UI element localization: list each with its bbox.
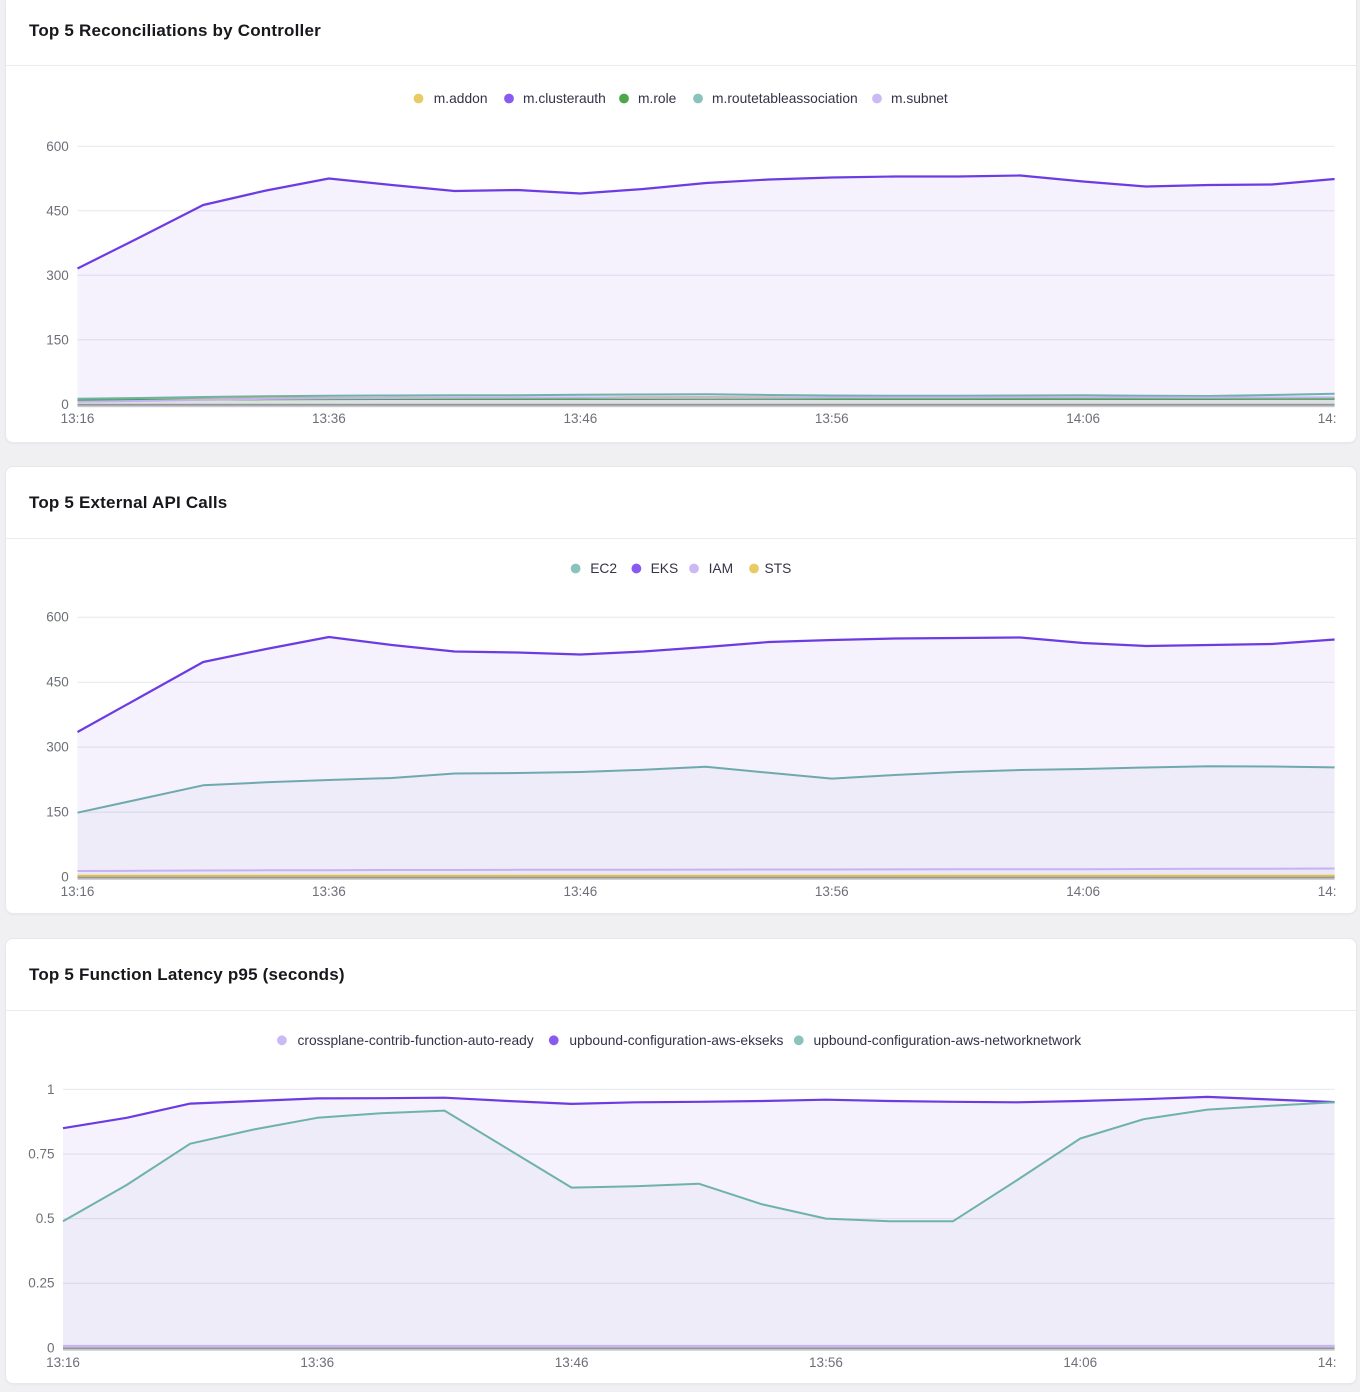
svg-text:13:56: 13:56 [809, 1355, 843, 1370]
svg-text:13:36: 13:36 [300, 1355, 334, 1370]
svg-text:IAM: IAM [709, 561, 734, 576]
svg-text:0: 0 [61, 870, 69, 885]
svg-text:crossplane-contrib-function-au: crossplane-contrib-function-auto-ready [298, 1033, 534, 1048]
svg-text:0: 0 [47, 1340, 55, 1355]
svg-text:upbound-configuration-aws-ekse: upbound-configuration-aws-ekseks [569, 1033, 783, 1048]
svg-text:13:46: 13:46 [563, 411, 597, 426]
svg-text:13:36: 13:36 [312, 411, 346, 426]
svg-text:13:36: 13:36 [312, 884, 346, 899]
svg-text:EKS: EKS [651, 561, 679, 576]
svg-text:13:56: 13:56 [815, 884, 849, 899]
svg-text:m.clusterauth: m.clusterauth [523, 91, 606, 106]
svg-text:600: 600 [46, 139, 69, 154]
svg-text:EC2: EC2 [590, 561, 617, 576]
svg-text:300: 300 [46, 268, 69, 283]
svg-text:0.25: 0.25 [28, 1276, 54, 1291]
svg-text:450: 450 [46, 203, 69, 218]
svg-text:14:16: 14:16 [1318, 884, 1352, 899]
svg-text:150: 150 [46, 332, 69, 347]
svg-text:0.5: 0.5 [36, 1211, 55, 1226]
svg-text:upbound-configuration-aws-netw: upbound-configuration-aws-networknetwork [814, 1033, 1082, 1048]
svg-text:m.subnet: m.subnet [891, 91, 948, 106]
svg-text:1: 1 [47, 1082, 55, 1097]
svg-text:600: 600 [46, 610, 69, 625]
svg-text:13:46: 13:46 [563, 884, 597, 899]
svg-text:0.75: 0.75 [28, 1147, 54, 1162]
svg-text:150: 150 [46, 805, 69, 820]
svg-text:13:16: 13:16 [61, 884, 95, 899]
svg-text:14:06: 14:06 [1066, 411, 1100, 426]
svg-text:14:06: 14:06 [1066, 884, 1100, 899]
svg-text:m.addon: m.addon [434, 91, 488, 106]
svg-text:m.routetableassociation: m.routetableassociation [712, 91, 858, 106]
svg-text:13:16: 13:16 [46, 1355, 80, 1370]
svg-text:13:16: 13:16 [61, 411, 95, 426]
svg-text:STS: STS [765, 561, 792, 576]
svg-text:14:16: 14:16 [1318, 1355, 1352, 1370]
svg-text:m.role: m.role [638, 91, 677, 106]
svg-text:450: 450 [46, 675, 69, 690]
svg-text:0: 0 [61, 397, 69, 412]
svg-text:14:16: 14:16 [1318, 411, 1352, 426]
svg-text:13:46: 13:46 [555, 1355, 589, 1370]
svg-text:13:56: 13:56 [815, 411, 849, 426]
svg-text:14:06: 14:06 [1063, 1355, 1097, 1370]
svg-text:300: 300 [46, 740, 69, 755]
